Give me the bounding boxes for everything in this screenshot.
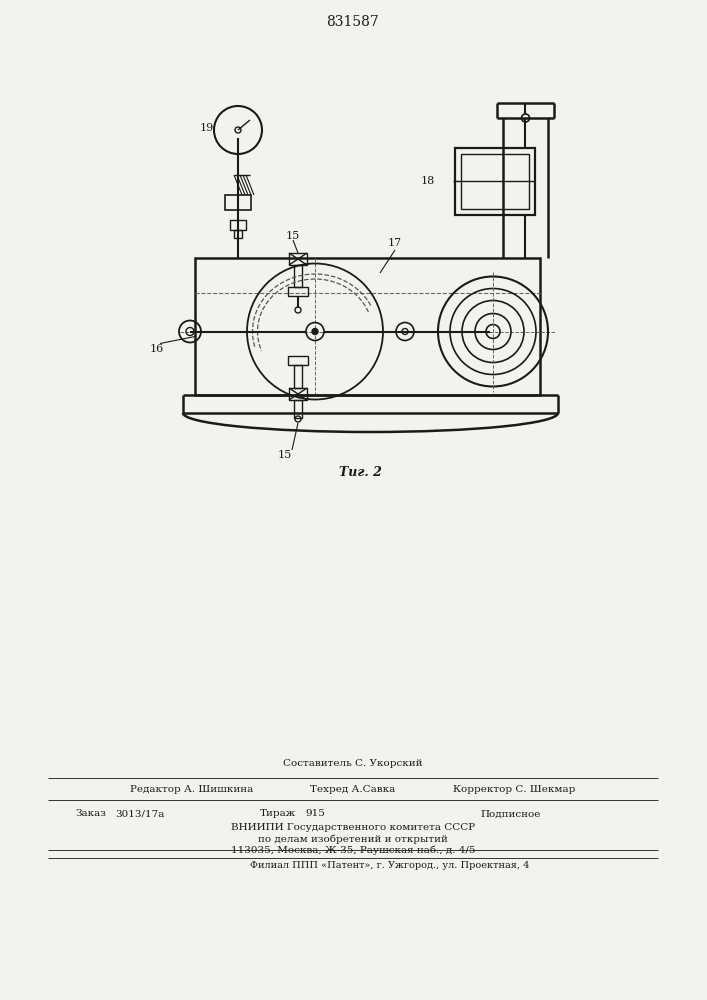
Text: 915: 915 bbox=[305, 810, 325, 818]
Text: Тираж: Тираж bbox=[260, 810, 296, 818]
Bar bbox=[294, 400, 302, 418]
Circle shape bbox=[312, 328, 318, 334]
Text: 17: 17 bbox=[388, 238, 402, 248]
Text: Заказ: Заказ bbox=[75, 810, 106, 818]
Bar bbox=[289, 388, 307, 400]
Text: 831587: 831587 bbox=[327, 15, 380, 29]
Text: ВНИИПИ Государственного комитета СССР: ВНИИПИ Государственного комитета СССР bbox=[231, 824, 475, 832]
Text: Подписное: Подписное bbox=[480, 810, 540, 818]
Text: 15: 15 bbox=[278, 450, 292, 460]
Bar bbox=[461, 154, 529, 209]
Text: 3013/17а: 3013/17а bbox=[115, 810, 164, 818]
Bar bbox=[225, 195, 251, 210]
Text: 113035, Москва, Ж-35, Раушская наб., д. 4/5: 113035, Москва, Ж-35, Раушская наб., д. … bbox=[230, 845, 475, 855]
Text: 19: 19 bbox=[200, 123, 214, 133]
Text: 15: 15 bbox=[286, 231, 300, 241]
Text: Τиг. 2: Τиг. 2 bbox=[339, 466, 382, 479]
Text: Филиал ППП «Патент», г. Ужгород., ул. Проектная, 4: Филиал ППП «Патент», г. Ужгород., ул. Пр… bbox=[250, 861, 530, 870]
Bar bbox=[294, 365, 302, 388]
Text: 16: 16 bbox=[150, 344, 164, 355]
Bar bbox=[230, 220, 246, 230]
Bar bbox=[288, 287, 308, 296]
Bar bbox=[455, 148, 535, 215]
Bar bbox=[289, 253, 307, 265]
Text: 18: 18 bbox=[421, 176, 435, 186]
Text: Редактор А. Шишкина: Редактор А. Шишкина bbox=[130, 786, 253, 794]
Bar bbox=[234, 230, 242, 238]
Text: Техред А.Савка: Техред А.Савка bbox=[310, 786, 396, 794]
Text: Составитель С. Укорский: Составитель С. Укорский bbox=[284, 760, 423, 768]
Bar bbox=[288, 356, 308, 365]
Text: Корректор С. Шекмар: Корректор С. Шекмар bbox=[452, 786, 575, 794]
Text: по делам изобретений и открытий: по делам изобретений и открытий bbox=[258, 834, 448, 844]
Bar bbox=[294, 265, 302, 287]
Bar bbox=[195, 258, 540, 395]
